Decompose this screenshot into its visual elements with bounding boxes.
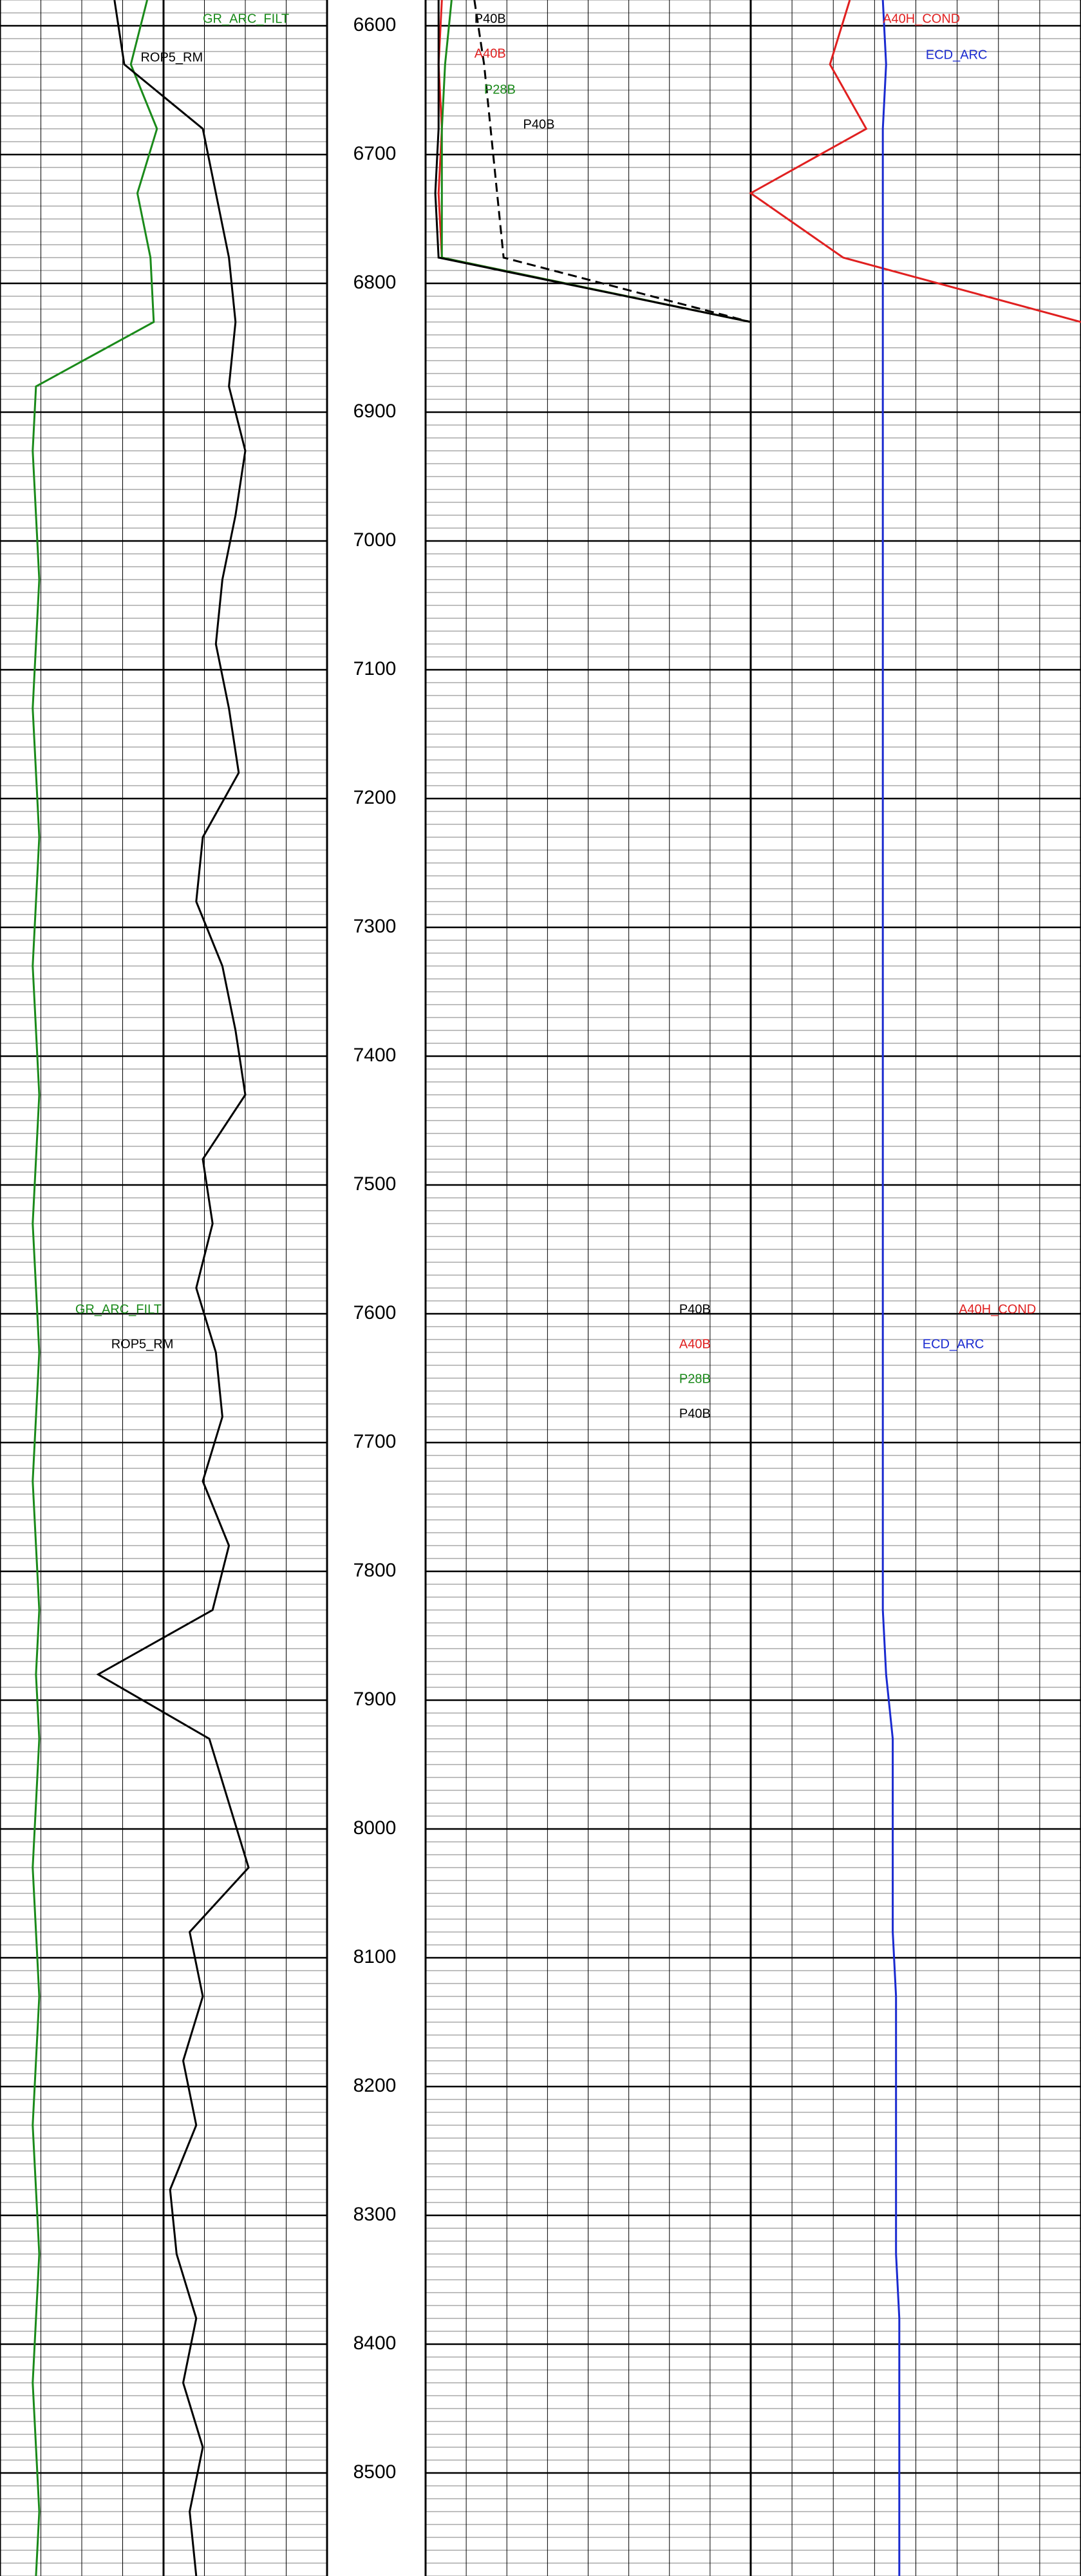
depth-label: 7500	[353, 1173, 397, 1195]
depth-label: 7100	[353, 658, 397, 679]
curve-label: A40H_COND	[883, 12, 960, 26]
depth-label: 8100	[353, 1946, 397, 1967]
log-curve	[881, 0, 901, 2576]
depth-label: 8200	[353, 2075, 397, 2096]
depth-label: 8400	[353, 2333, 397, 2354]
curve-label: P40B	[475, 12, 506, 26]
depth-label: 7000	[353, 529, 397, 551]
depth-label: 6600	[353, 14, 397, 35]
curve-label: P28B	[484, 82, 516, 97]
curve-label: ECD_ARC	[926, 48, 988, 62]
log-curve	[32, 0, 158, 2576]
depth-label: 6900	[353, 401, 397, 422]
curve-label: GR_ARC_FILT	[203, 12, 289, 26]
curve-label: ROP5_RM	[111, 1337, 174, 1351]
depth-label: 8300	[353, 2204, 397, 2225]
curve-label: A40H_COND	[959, 1302, 1036, 1316]
curve-label: ECD_ARC	[923, 1337, 984, 1351]
depth-label: 8000	[353, 1817, 397, 1839]
depth-label: 7400	[353, 1045, 397, 1066]
curve-label: P40B	[679, 1302, 711, 1316]
depth-label: 7800	[353, 1560, 397, 1581]
curve-label: ROP5_RM	[140, 50, 203, 64]
curve-label: A40B	[679, 1337, 711, 1351]
curve-label: A40B	[475, 46, 506, 61]
depth-label: 7300	[353, 916, 397, 937]
depth-label: 7900	[353, 1689, 397, 1710]
depth-label: 7600	[353, 1302, 397, 1323]
log-curve	[473, 0, 751, 323]
depth-label: 8500	[353, 2461, 397, 2483]
curve-label: P28B	[679, 1372, 711, 1386]
depth-label: 6700	[353, 143, 397, 164]
curve-label: P40B	[679, 1406, 711, 1421]
log-curve	[434, 0, 751, 323]
curve-label: P40B	[523, 117, 555, 131]
depth-label: 7200	[353, 787, 397, 808]
log-curve	[96, 0, 250, 2576]
depth-label: 6800	[353, 272, 397, 293]
depth-label: 7700	[353, 1431, 397, 1452]
curve-label: GR_ARC_FILT	[75, 1302, 162, 1316]
